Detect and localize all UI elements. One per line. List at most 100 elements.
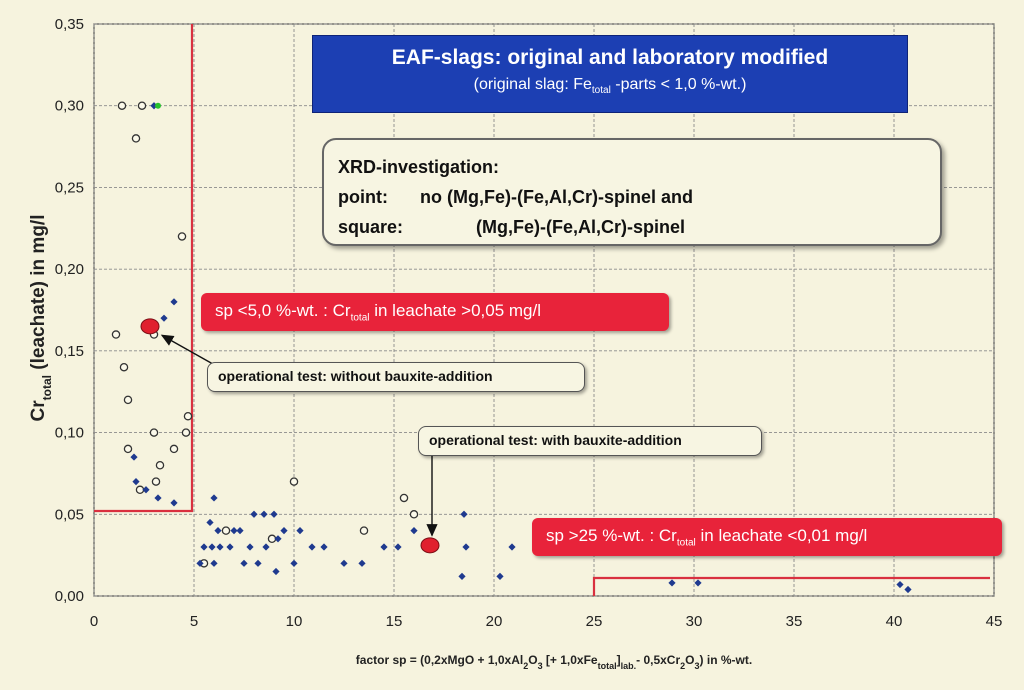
diamond-point (340, 559, 348, 567)
diamond-point (380, 543, 388, 551)
diamond-point (394, 543, 402, 551)
y-tick-label: 0,05 (55, 506, 84, 523)
open-circle-point (221, 526, 231, 535)
open-circle-point (149, 428, 159, 437)
diamond-point (170, 298, 178, 306)
open-circle-point (183, 411, 193, 421)
open-circle-point (137, 101, 147, 110)
diamond-point (460, 510, 468, 518)
diamond-point (274, 535, 282, 543)
diamond-point (208, 543, 216, 551)
xrd-square-row: square: (Mg,Fe)-(Fe,Al,Cr)-spinel (338, 217, 685, 237)
open-circle-point (119, 362, 129, 372)
diamond-point (206, 518, 214, 527)
xrd-legend-box: XRD-investigation: point: no (Mg,Fe)-(Fe,… (322, 138, 942, 246)
diamond-point (170, 499, 178, 507)
y-tick-label: 0,00 (55, 588, 84, 605)
open-circle-point (123, 395, 133, 405)
diamond-point (254, 559, 262, 567)
diamond-point (142, 486, 150, 494)
diamond-point (458, 572, 466, 580)
boundary-line (592, 576, 990, 596)
diamond-point (130, 453, 138, 461)
boundary-line (94, 24, 194, 513)
diamond-point (496, 572, 504, 580)
x-axis-title: factor sp = (0,2xMgO + 1,0xAl2O3 [+ 1,0x… (356, 653, 752, 671)
tick-labels: 0 5 10 15 20 25 30 35 40 45 0,00 0,05 0,10 0,15 0,20 0,… (55, 16, 1003, 630)
diamond-point (280, 527, 288, 535)
x-tick-label: 10 (286, 613, 303, 630)
open-circle-point (359, 526, 369, 535)
open-circle-point (111, 330, 121, 339)
open-circle-point (289, 477, 299, 486)
diamond-point (260, 510, 268, 518)
chart-title: EAF-slags: original and laboratory modif… (391, 46, 829, 69)
x-tick-label: 40 (886, 613, 903, 630)
open-circle-point (181, 428, 191, 437)
x-tick-label: 45 (986, 613, 1003, 630)
diamond-point (904, 585, 912, 594)
threshold-label-low-sp: sp <5,0 %-wt. : Crtotal in leachate >0,0… (201, 293, 669, 331)
diamond-point (896, 580, 904, 589)
xrd-point-row: point: no (Mg,Fe)-(Fe,Al,Cr)-spinel and (338, 187, 693, 207)
diamond-point (668, 579, 676, 587)
callout-with-bauxite: operational test: with bauxite-addition (418, 426, 762, 456)
diamond-point (358, 559, 366, 567)
diamond-point (272, 567, 280, 576)
diamond-point (320, 543, 328, 551)
grid-lines (93, 23, 995, 597)
green-point (155, 102, 161, 109)
chart-title-box: EAF-slags: original and laboratory modif… (312, 35, 908, 113)
open-circle-point (123, 444, 133, 454)
diamond-point (132, 478, 140, 486)
diamond-point (246, 543, 254, 551)
open-circle-point (409, 510, 419, 519)
diamond-point (154, 494, 162, 502)
open-circle-point (131, 134, 141, 143)
diamond-point (290, 559, 298, 567)
diamond-point (210, 559, 218, 567)
operational-test-point (420, 537, 440, 554)
x-tick-label: 15 (386, 613, 403, 630)
diamond-point (462, 543, 470, 551)
diamond-point (296, 527, 304, 535)
chart-subtitle: (original slag: Fetotal -parts < 1,0 %-w… (473, 76, 747, 97)
open-circle-point (151, 477, 161, 486)
threshold-label-high-sp: sp >25 %-wt. : Crtotal in leachate <0,01… (532, 518, 1002, 556)
x-tick-label: 5 (190, 613, 198, 630)
diamond-point (694, 579, 702, 587)
diamond-point (508, 543, 516, 551)
open-circle-point (169, 444, 179, 454)
open-circle-point (399, 493, 409, 503)
x-tick-label: 20 (486, 613, 503, 630)
callout-without-bauxite: operational test: without bauxite-additi… (207, 362, 585, 392)
data-points (111, 101, 912, 594)
diamond-point (230, 527, 238, 535)
diamond-point (196, 559, 204, 567)
y-tick-label: 0,15 (55, 343, 84, 360)
diamond-point (160, 314, 168, 322)
open-circle-point (177, 232, 187, 241)
diamond-point (308, 543, 316, 551)
x-tick-label: 25 (586, 613, 603, 630)
diamond-point (214, 527, 222, 535)
xrd-heading: XRD-investigation: (338, 157, 500, 177)
diamond-point (410, 527, 418, 535)
open-circle-point (155, 461, 165, 470)
diamond-point (200, 543, 208, 551)
y-axis-title: Crtotal (leachate) in mg/l (28, 215, 54, 422)
y-tick-label: 0,10 (55, 425, 84, 442)
diamond-point (226, 543, 234, 551)
y-tick-label: 0,25 (55, 179, 84, 196)
diamond-point (216, 543, 224, 551)
boundary-lines (94, 24, 990, 596)
x-tick-label: 0 (90, 613, 98, 630)
y-tick-label: 0,35 (55, 16, 84, 33)
x-tick-label: 35 (786, 613, 803, 630)
operational-test-point (140, 318, 160, 335)
diamond-point (240, 559, 248, 567)
diamond-point (270, 510, 278, 518)
diamond-point (262, 543, 270, 551)
y-tick-label: 0,20 (55, 261, 84, 278)
